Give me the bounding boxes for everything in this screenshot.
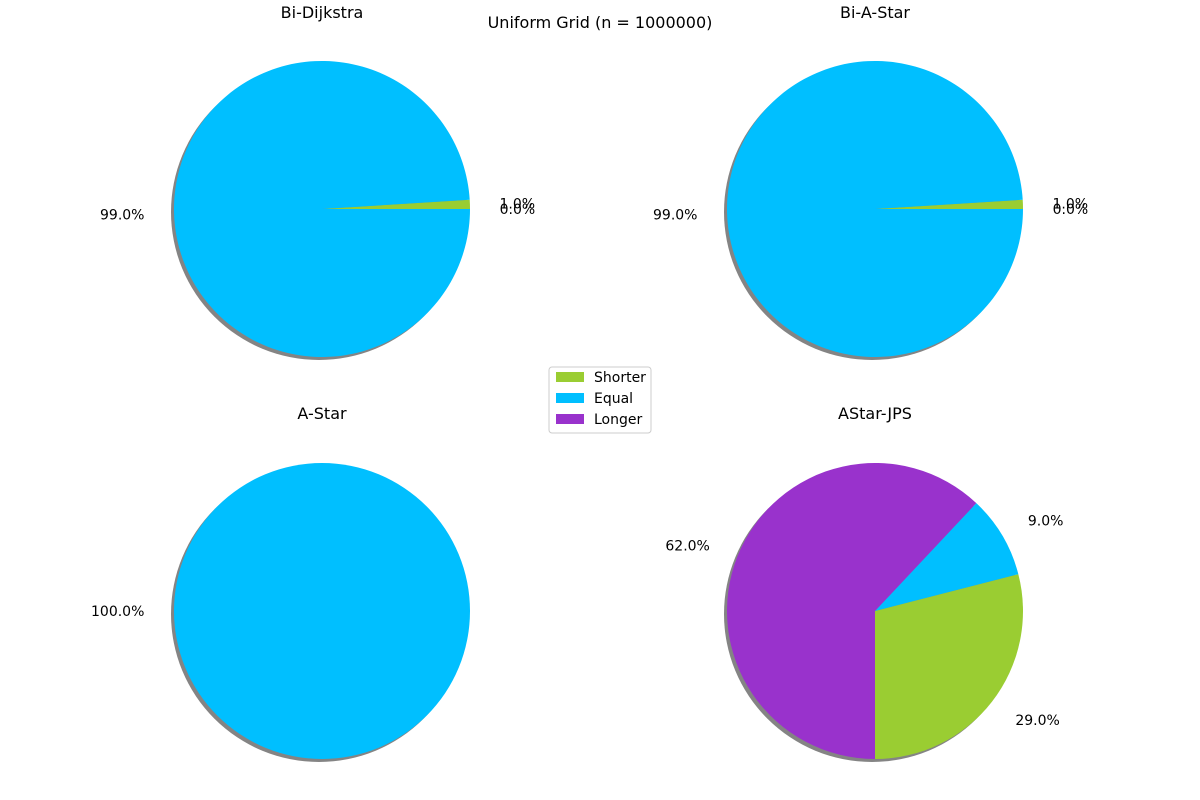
- pie-slice-equal: [174, 61, 471, 358]
- pie-label-equal: 9.0%: [1028, 514, 1064, 530]
- legend-label-longer: Longer: [594, 412, 642, 428]
- pie-chart-0: Bi-Dijkstra 1.0% 99.0% 0.0%: [100, 3, 535, 360]
- pie-charts: Bi-Dijkstra 1.0% 99.0% 0.0% Bi-A-Star 1.0% 99.…: [91, 3, 1088, 762]
- pie-slice-equal: [174, 463, 470, 759]
- figure-title: Uniform Grid (n = 1000000): [488, 13, 713, 32]
- pie-label-equal: 100.0%: [91, 604, 144, 620]
- pie-label-shorter: 29.0%: [1015, 713, 1059, 729]
- pie-title: A-Star: [297, 404, 347, 423]
- pie-slice-equal: [727, 60, 1023, 357]
- pie-title: Bi-A-Star: [840, 3, 910, 22]
- pie-chart-3: AStar-JPS 29.0% 9.0% 62.0%: [665, 404, 1063, 762]
- legend-swatch-equal: [556, 393, 584, 403]
- legend-swatch-longer: [556, 414, 584, 424]
- pie-slice-shorter: [875, 574, 1023, 759]
- legend: Shorter Equal Longer: [548, 366, 652, 434]
- pie-label-longer: 0.0%: [1053, 202, 1089, 218]
- pie-label-longer: 62.0%: [665, 539, 709, 555]
- pie-slice-shorter: [875, 199, 1023, 209]
- pie-slice-equal: [875, 503, 1019, 611]
- pie-label-equal: 99.0%: [100, 208, 144, 224]
- pie-label-shorter: 1.0%: [1053, 196, 1089, 212]
- pie-slice-shorter: [322, 199, 470, 209]
- pie-label-equal: 99.0%: [653, 208, 697, 224]
- pie-slice-longer: [727, 463, 977, 759]
- pie-title: Bi-Dijkstra: [281, 3, 364, 22]
- legend-swatch-shorter: [556, 372, 584, 382]
- legend-label-shorter: Shorter: [594, 370, 646, 386]
- pie-title: AStar-JPS: [838, 404, 912, 423]
- pie-label-shorter: 1.0%: [500, 196, 536, 212]
- pie-chart-1: Bi-A-Star 1.0% 99.0% 0.0%: [653, 3, 1088, 360]
- pie-chart-2: A-Star 100.0%: [91, 404, 470, 762]
- pie-label-longer: 0.0%: [500, 202, 536, 218]
- legend-label-equal: Equal: [594, 391, 633, 407]
